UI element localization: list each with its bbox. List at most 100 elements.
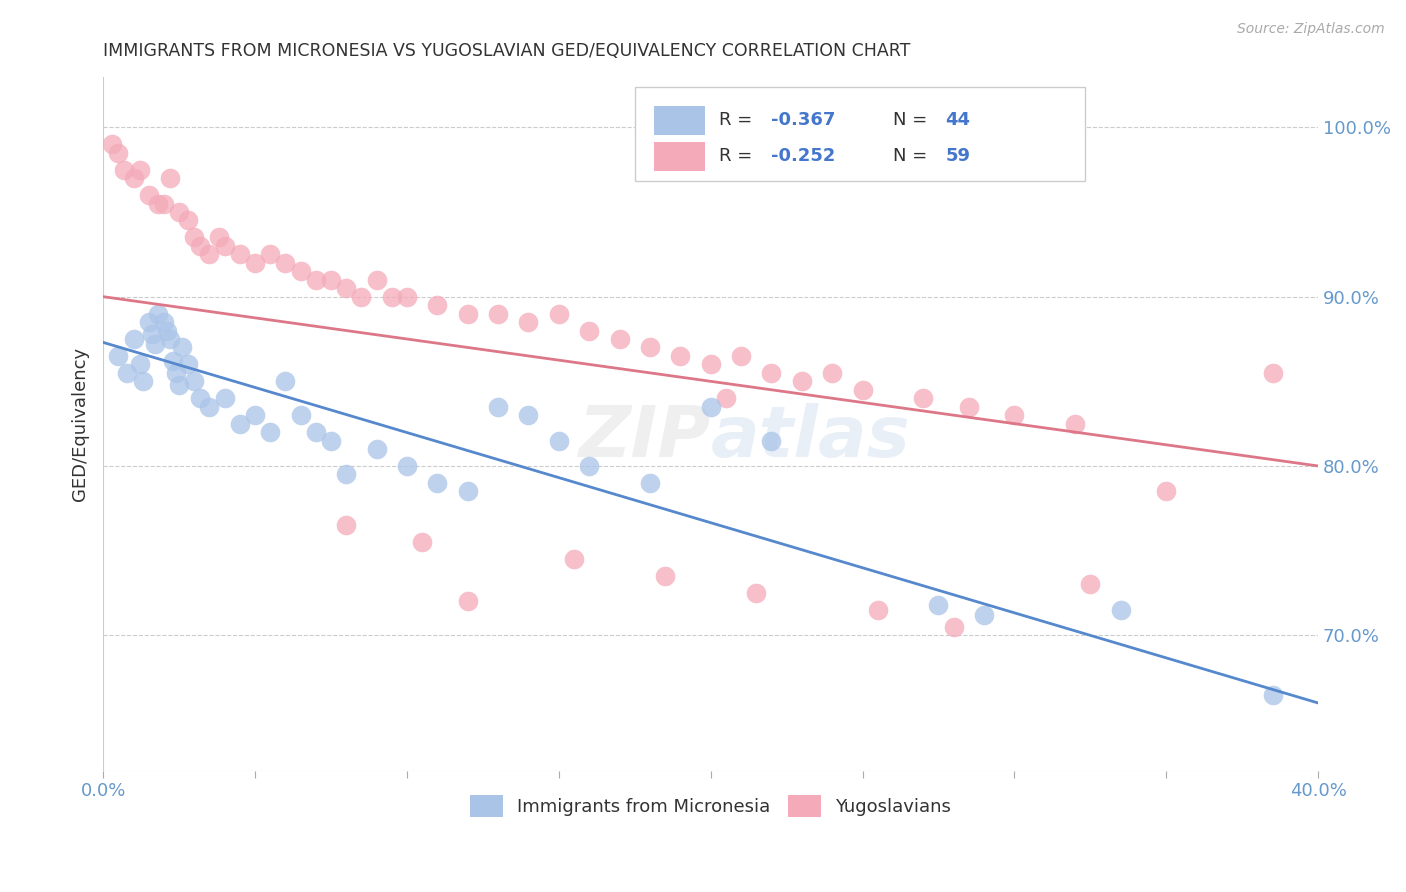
Point <box>426 298 449 312</box>
Text: R =: R = <box>718 147 758 165</box>
Point <box>486 307 509 321</box>
Point <box>745 586 768 600</box>
Point <box>1154 484 1177 499</box>
Point <box>122 171 145 186</box>
Point <box>101 137 124 152</box>
Point <box>167 205 190 219</box>
Point <box>927 598 949 612</box>
Point <box>207 230 229 244</box>
Text: 59: 59 <box>945 147 970 165</box>
Point <box>122 332 145 346</box>
Point <box>638 475 661 490</box>
Point <box>177 358 200 372</box>
Point <box>274 256 297 270</box>
Point <box>457 594 479 608</box>
Point <box>578 458 600 473</box>
Text: 44: 44 <box>945 112 970 129</box>
Point <box>366 442 388 456</box>
Point <box>141 326 163 341</box>
Point <box>162 354 184 368</box>
Point <box>146 196 169 211</box>
Point <box>259 425 281 439</box>
Point <box>319 434 342 448</box>
Point <box>335 467 357 482</box>
Point <box>335 281 357 295</box>
Point <box>259 247 281 261</box>
Point <box>1064 417 1087 431</box>
Point <box>188 391 211 405</box>
Point <box>517 408 540 422</box>
Point <box>138 315 160 329</box>
Point <box>761 366 783 380</box>
Point <box>229 247 252 261</box>
Text: IMMIGRANTS FROM MICRONESIA VS YUGOSLAVIAN GED/EQUIVALENCY CORRELATION CHART: IMMIGRANTS FROM MICRONESIA VS YUGOSLAVIA… <box>103 42 911 60</box>
Text: -0.367: -0.367 <box>772 112 835 129</box>
Point <box>146 307 169 321</box>
Point <box>131 374 153 388</box>
Point <box>138 188 160 202</box>
FancyBboxPatch shape <box>636 87 1085 181</box>
Point <box>335 518 357 533</box>
Y-axis label: GED/Equivalency: GED/Equivalency <box>72 347 89 500</box>
Point <box>851 383 873 397</box>
Text: ZIP: ZIP <box>578 403 710 472</box>
Point <box>578 324 600 338</box>
Point <box>411 535 433 549</box>
Legend: Immigrants from Micronesia, Yugoslavians: Immigrants from Micronesia, Yugoslavians <box>463 788 959 824</box>
Point <box>395 290 418 304</box>
Point <box>699 400 721 414</box>
Point <box>1261 688 1284 702</box>
Point <box>669 349 692 363</box>
Point <box>486 400 509 414</box>
Text: -0.252: -0.252 <box>772 147 835 165</box>
Point <box>188 239 211 253</box>
Point <box>457 484 479 499</box>
Point <box>517 315 540 329</box>
Point <box>305 273 328 287</box>
Text: Source: ZipAtlas.com: Source: ZipAtlas.com <box>1237 22 1385 37</box>
Text: R =: R = <box>718 112 758 129</box>
Point <box>183 230 205 244</box>
Point <box>395 458 418 473</box>
Point <box>172 341 194 355</box>
Point <box>107 349 129 363</box>
Point <box>243 256 266 270</box>
Point <box>214 391 236 405</box>
Point <box>183 374 205 388</box>
Point <box>290 408 312 422</box>
Point <box>112 162 135 177</box>
Point <box>117 366 139 380</box>
Point <box>1078 577 1101 591</box>
Point <box>143 337 166 351</box>
Point <box>366 273 388 287</box>
Point <box>973 607 995 622</box>
Point <box>167 377 190 392</box>
Point <box>957 400 980 414</box>
Point <box>912 391 935 405</box>
Point <box>547 434 569 448</box>
Point <box>319 273 342 287</box>
Point <box>761 434 783 448</box>
Point <box>107 145 129 160</box>
Point <box>942 620 965 634</box>
FancyBboxPatch shape <box>654 106 704 135</box>
Point <box>426 475 449 490</box>
Point <box>457 307 479 321</box>
Point <box>198 400 221 414</box>
Point <box>821 366 844 380</box>
Point <box>866 603 889 617</box>
Point <box>128 162 150 177</box>
Point <box>638 341 661 355</box>
Point <box>1261 366 1284 380</box>
Point <box>214 239 236 253</box>
Text: atlas: atlas <box>710 403 910 472</box>
Point <box>790 374 813 388</box>
Point <box>654 569 676 583</box>
Text: N =: N = <box>893 147 934 165</box>
Point <box>547 307 569 321</box>
Point <box>1002 408 1025 422</box>
Point <box>350 290 373 304</box>
Point <box>156 324 179 338</box>
Text: N =: N = <box>893 112 934 129</box>
Point <box>730 349 752 363</box>
